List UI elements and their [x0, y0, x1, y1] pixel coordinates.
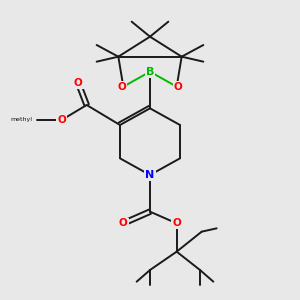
- Text: methyl: methyl: [11, 118, 33, 122]
- Text: O: O: [172, 218, 181, 228]
- Text: O: O: [57, 115, 66, 125]
- Text: O: O: [119, 218, 128, 228]
- Text: B: B: [146, 67, 154, 77]
- Text: O: O: [117, 82, 126, 92]
- Text: N: N: [146, 170, 154, 180]
- Text: O: O: [74, 78, 83, 88]
- Text: O: O: [174, 82, 183, 92]
